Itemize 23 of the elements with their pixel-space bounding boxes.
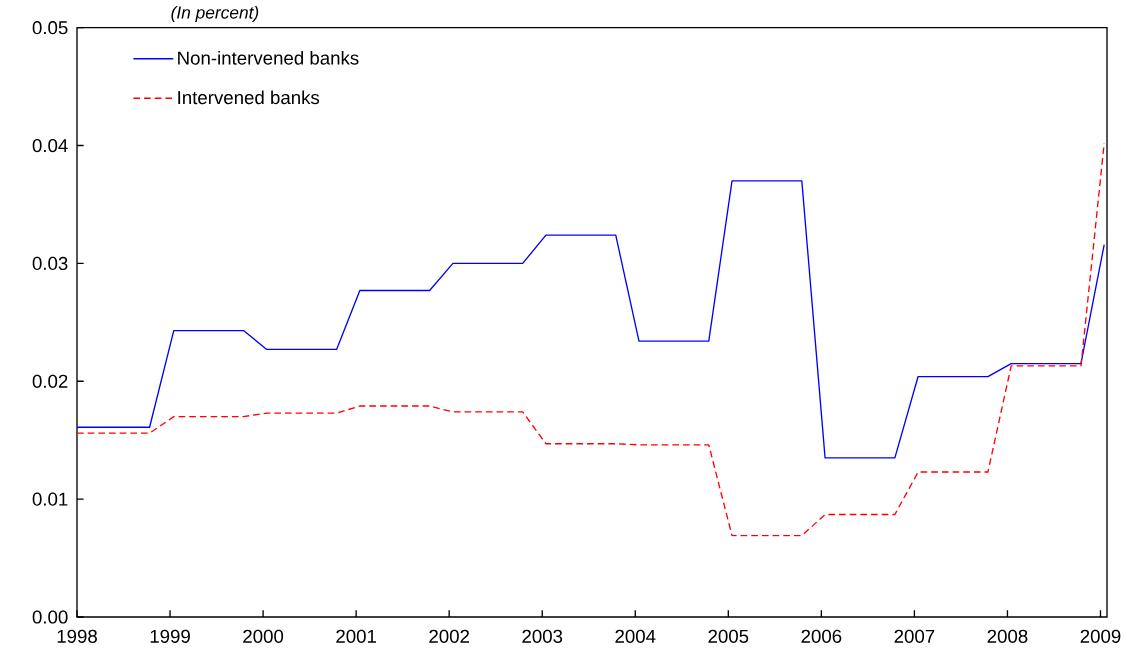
y-tick-label: 0.05: [32, 21, 68, 35]
legend-label: Non-intervened banks: [178, 50, 359, 65]
x-tick-label: 2002: [429, 629, 470, 643]
y-tick-label: 0.02: [32, 374, 68, 388]
x-tick-label: 2006: [801, 629, 842, 643]
x-tick-label: 2008: [987, 629, 1028, 643]
y-tick-label: 0.03: [32, 256, 68, 271]
y-tick-label: 0.00: [32, 610, 68, 624]
line-series: [77, 180, 1105, 459]
x-tick-label: 2005: [708, 629, 749, 643]
x-tick-label: 2004: [615, 629, 656, 643]
x-tick-label: 2001: [336, 629, 376, 643]
x-tick-label: 2009: [1080, 629, 1121, 643]
line-series: [77, 142, 1105, 537]
y-tick-label: 0.01: [32, 492, 68, 506]
legend-label: Intervened banks: [178, 90, 320, 105]
x-tick-label: 1998: [57, 629, 97, 643]
x-tick-label: 1999: [150, 629, 190, 643]
x-tick-label: 2000: [243, 629, 284, 643]
x-tick-label: 2007: [894, 629, 935, 643]
x-tick-label: 2003: [522, 629, 563, 643]
chart-subtitle: (In percent): [171, 5, 259, 23]
y-tick-label: 0.04: [32, 138, 68, 153]
